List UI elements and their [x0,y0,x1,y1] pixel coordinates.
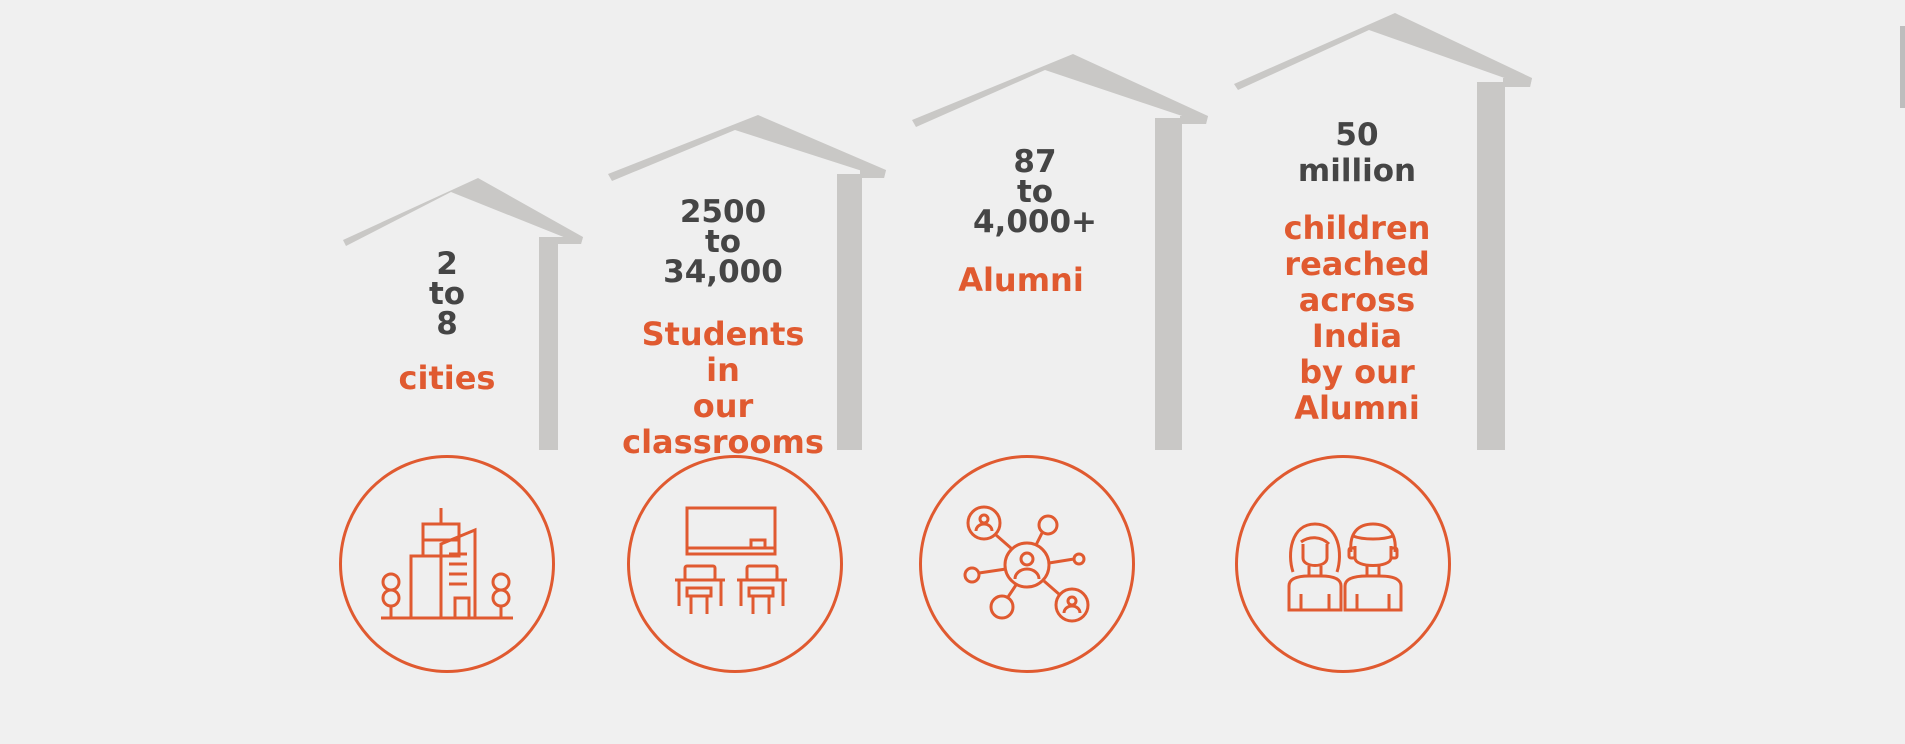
stat-3: 87 to 4,000+ Alumni [958,128,1110,317]
stat-4-number: 50 million [1297,117,1417,189]
stat-4: 50 million children reached across India… [1282,98,1432,445]
network-people-icon [963,505,1090,623]
children-icon-circle [1235,455,1451,673]
house-roof-4 [1234,13,1532,450]
page-scrollbar[interactable] [1899,0,1905,744]
network-people-icon-circle [919,455,1135,673]
stat-1: 2 to 8 cities [392,230,502,415]
stat-3-label: Alumni [958,261,1084,299]
stat-2: 2500 to 34,000 Students in our classroom… [620,178,826,479]
house-roof-3 [912,54,1208,450]
stat-2-number: 2500 to 34,000 [663,194,783,290]
house-roof-1 [343,178,583,450]
stat-3-number: 87 to 4,000+ [972,144,1098,240]
stat-1-number: 2 to 8 [428,246,466,342]
stat-1-label: cities [398,359,496,397]
children-icon [1287,522,1403,612]
house-roof-2 [608,115,886,450]
classroom-desks-icon-circle [627,455,843,673]
stat-2-label: Students in our classrooms [622,315,824,461]
scrollbar-thumb[interactable] [1900,26,1905,108]
stat-4-label: children reached across India by our Alu… [1283,209,1431,427]
city-buildings-icon [381,508,513,620]
city-buildings-icon-circle [339,455,555,673]
classroom-desks-icon [675,506,787,614]
